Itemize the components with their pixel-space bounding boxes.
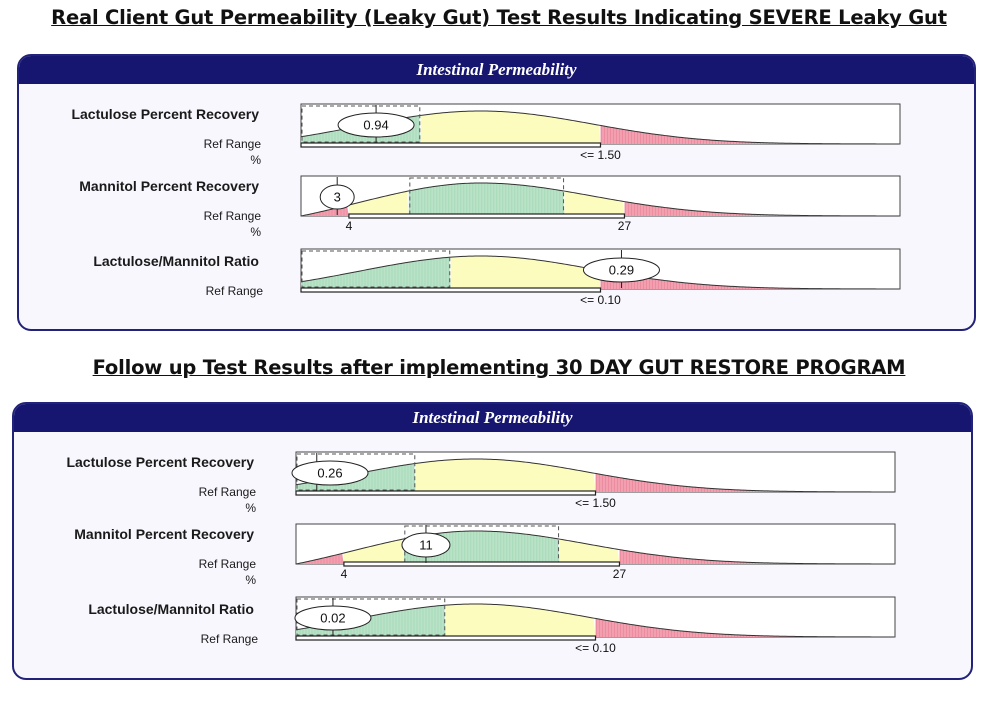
ref-range-bar xyxy=(300,142,602,148)
optimal-zone xyxy=(408,183,565,216)
ref-range-label: Ref Range xyxy=(205,284,263,298)
heading-after: Follow up Test Results after implementin… xyxy=(92,356,906,379)
permeability-chart-after: <= 1.50 0.26 4 27 11 <= 0.10 0.02 xyxy=(291,451,896,655)
reference-box xyxy=(301,250,451,288)
panel-title: Intestinal Permeability xyxy=(19,56,974,84)
ref-range-label: Ref Range xyxy=(198,485,256,499)
borderline-zone xyxy=(348,191,409,216)
result-marker xyxy=(582,257,660,283)
borderline-zone xyxy=(415,459,596,492)
ref-range-label: Ref Range xyxy=(198,557,256,571)
distribution-curve xyxy=(295,603,895,638)
high-zone xyxy=(619,549,895,564)
result-marker xyxy=(294,605,372,631)
result-value: 0.02 xyxy=(320,611,345,626)
high-zone xyxy=(595,473,895,492)
result-marker xyxy=(291,460,369,486)
ref-low-label: 4 xyxy=(341,567,348,581)
borderline-zone xyxy=(343,539,404,564)
borderline-zone xyxy=(559,539,620,564)
result-value: 11 xyxy=(419,538,433,553)
ref-range-label: Ref Range xyxy=(200,632,258,646)
reference-box xyxy=(296,598,446,636)
ref-range-bar xyxy=(348,213,626,219)
test-row: <= 0.10 0.29 xyxy=(300,248,901,307)
ref-low-label: 4 xyxy=(346,219,353,233)
ref-range-bar xyxy=(295,635,597,641)
ref-range-label: Ref Range xyxy=(203,209,261,223)
test-row: <= 1.50 0.26 xyxy=(291,451,896,510)
test-row: <= 0.10 0.02 xyxy=(294,596,896,655)
result-value: 3 xyxy=(334,190,341,205)
result-value: 0.94 xyxy=(363,118,388,133)
high-zone xyxy=(595,618,895,637)
result-marker xyxy=(337,112,415,138)
test-name: Lactulose Percent Recovery xyxy=(71,106,259,122)
high-zone xyxy=(624,201,900,216)
ref-range-bar xyxy=(300,287,602,293)
test-name: Lactulose/Mannitol Ratio xyxy=(88,601,254,617)
ref-range-bar xyxy=(295,490,597,496)
high-zone xyxy=(600,270,900,289)
borderline-zone xyxy=(564,191,625,216)
reference-box xyxy=(301,105,421,143)
ref-range-bar xyxy=(343,561,621,567)
result-marker xyxy=(319,184,355,210)
ref-range-label: Ref Range xyxy=(203,137,261,151)
panel-before: Intestinal Permeability Lactulose Percen… xyxy=(17,54,976,331)
panel-title: Intestinal Permeability xyxy=(14,404,971,432)
ref-range-label: <= 1.50 xyxy=(575,496,616,510)
ref-range-label: <= 1.50 xyxy=(580,148,621,162)
borderline-zone xyxy=(420,111,601,144)
unit-label: % xyxy=(245,573,256,587)
test-name: Lactulose Percent Recovery xyxy=(66,454,254,470)
ref-high-label: 27 xyxy=(618,219,632,233)
distribution-curve xyxy=(295,530,895,565)
unit-label: % xyxy=(250,225,261,239)
heading-before: Real Client Gut Permeability (Leaky Gut)… xyxy=(51,6,947,29)
distribution-curve xyxy=(300,182,900,217)
test-row: 4 27 11 xyxy=(295,523,896,581)
test-row: <= 1.50 0.94 xyxy=(300,103,901,162)
distribution-curve xyxy=(295,458,895,493)
ref-range-label: <= 0.10 xyxy=(575,641,616,655)
ref-high-label: 27 xyxy=(613,567,627,581)
panel-after: Intestinal Permeability Lactulose Percen… xyxy=(12,402,973,680)
ref-range-label: <= 0.10 xyxy=(580,293,621,307)
unit-label: % xyxy=(245,501,256,515)
test-name: Mannitol Percent Recovery xyxy=(79,178,259,194)
result-marker xyxy=(401,532,451,558)
optimal-zone xyxy=(301,257,451,289)
high-zone xyxy=(600,125,900,144)
unit-label: % xyxy=(250,153,261,167)
test-name: Mannitol Percent Recovery xyxy=(74,526,254,542)
result-value: 0.29 xyxy=(609,263,634,278)
test-row: 4 27 3 xyxy=(300,175,901,233)
test-name: Lactulose/Mannitol Ratio xyxy=(93,253,259,269)
result-value: 0.26 xyxy=(317,466,342,481)
permeability-chart-before: <= 1.50 0.94 4 27 3 <= 0.10 0.29 xyxy=(300,103,901,307)
